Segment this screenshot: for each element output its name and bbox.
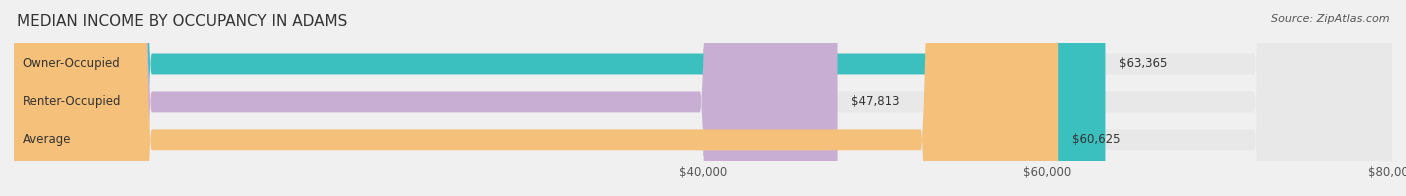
Text: Renter-Occupied: Renter-Occupied (22, 95, 121, 108)
Text: Average: Average (22, 133, 72, 146)
FancyBboxPatch shape (14, 0, 1392, 196)
Text: MEDIAN INCOME BY OCCUPANCY IN ADAMS: MEDIAN INCOME BY OCCUPANCY IN ADAMS (17, 14, 347, 29)
FancyBboxPatch shape (14, 0, 1392, 196)
FancyBboxPatch shape (14, 0, 1105, 196)
FancyBboxPatch shape (14, 0, 838, 196)
FancyBboxPatch shape (14, 0, 1059, 196)
Text: $47,813: $47,813 (852, 95, 900, 108)
Text: $60,625: $60,625 (1071, 133, 1121, 146)
Text: Owner-Occupied: Owner-Occupied (22, 57, 121, 71)
Text: $63,365: $63,365 (1119, 57, 1167, 71)
FancyBboxPatch shape (14, 0, 1392, 196)
Text: Source: ZipAtlas.com: Source: ZipAtlas.com (1271, 14, 1389, 24)
